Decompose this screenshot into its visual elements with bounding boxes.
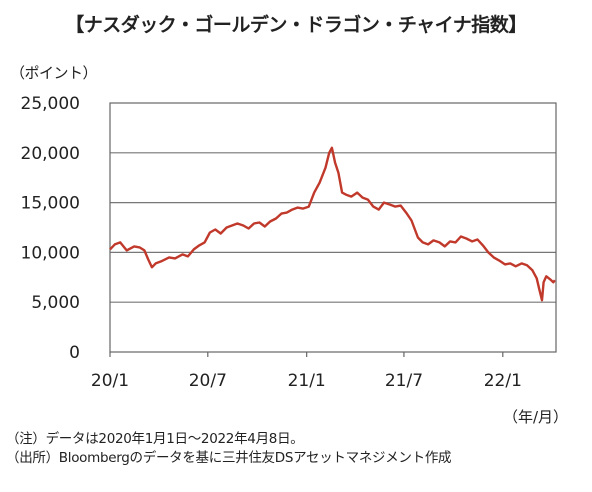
y-tick-label: 5,000: [31, 293, 80, 313]
y-tick-label: 25,000: [21, 94, 80, 114]
x-tick-label: 21/1: [288, 371, 326, 391]
x-axis-unit-label: （年/月）: [503, 408, 569, 426]
x-tick-label: 20/7: [189, 371, 227, 391]
y-axis-unit-label: （ポイント）: [10, 64, 98, 82]
y-tick-label: 10,000: [21, 243, 80, 263]
plot-border: [109, 102, 557, 353]
grid-lines: [110, 152, 556, 303]
y-tick-label: 15,000: [21, 194, 80, 214]
y-tick-labels: 25,000 20,000 15,000 10,000 5,000 0: [21, 94, 80, 363]
y-tick-label: 0: [69, 343, 80, 363]
series-line-path: [109, 146, 556, 302]
note-source: （出所）Bloombergのデータを基に三井住友DSアセットマネジメント作成: [6, 450, 452, 466]
y-tick-label: 20,000: [21, 144, 80, 164]
x-tick-label: 22/1: [484, 371, 522, 391]
plot-frame: [109, 102, 557, 353]
chart-title: 【ナスダック・ゴールデン・ドラゴン・チャイナ指数】: [65, 14, 527, 36]
x-tick-label: 21/7: [385, 371, 423, 391]
x-tick-label: 20/1: [91, 371, 129, 391]
series-line: [109, 146, 556, 302]
note-data-period: （注）データは2020年1月1日～2022年4月8日。: [6, 431, 304, 447]
footnotes: （注）データは2020年1月1日～2022年4月8日。 （出所）Bloomber…: [6, 430, 452, 468]
x-tick-labels: 20/1 20/7 21/1 21/7 22/1: [91, 352, 522, 391]
